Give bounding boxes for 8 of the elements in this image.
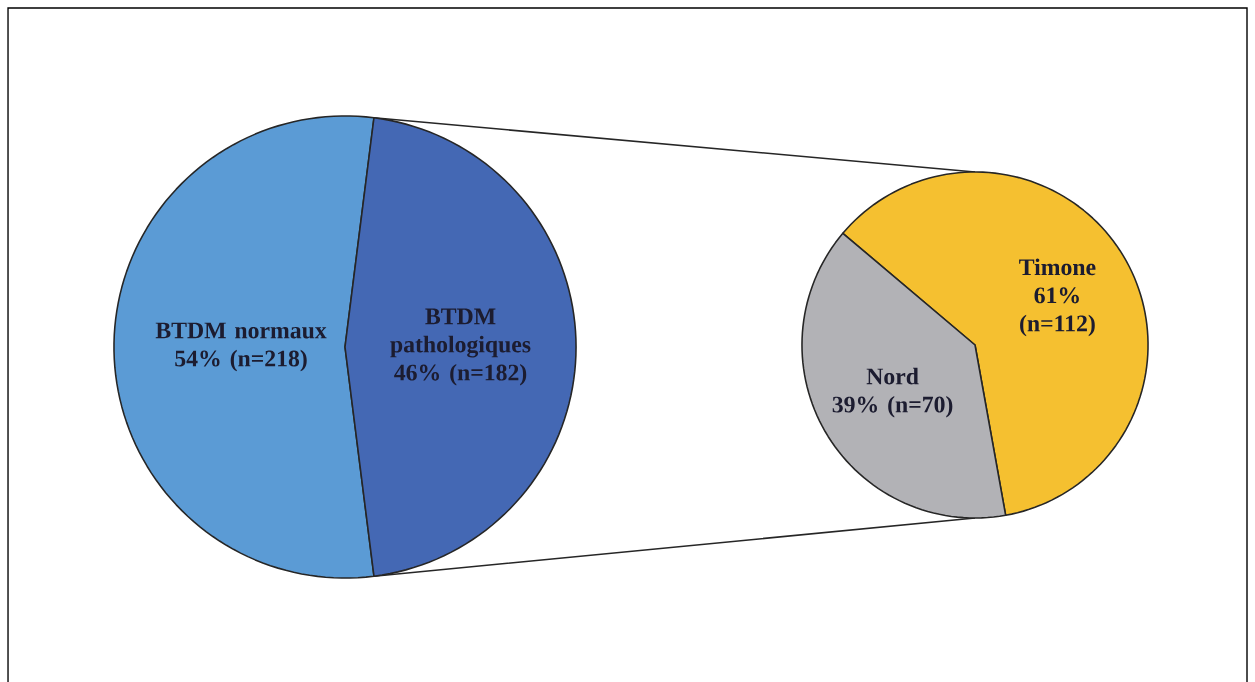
data-label: 46% (n=182) bbox=[394, 363, 527, 386]
data-label: 39% (n=70) bbox=[832, 395, 953, 418]
slice-label: Nord bbox=[866, 367, 919, 385]
data-label: 54% (n=218) bbox=[175, 349, 307, 372]
slice-label: BTDM pathologiques bbox=[390, 308, 531, 358]
slice-label: BTDM normaux bbox=[155, 322, 327, 339]
data-label: 61% (n=112) bbox=[1020, 287, 1095, 337]
slice-label: Timone bbox=[1019, 258, 1096, 276]
